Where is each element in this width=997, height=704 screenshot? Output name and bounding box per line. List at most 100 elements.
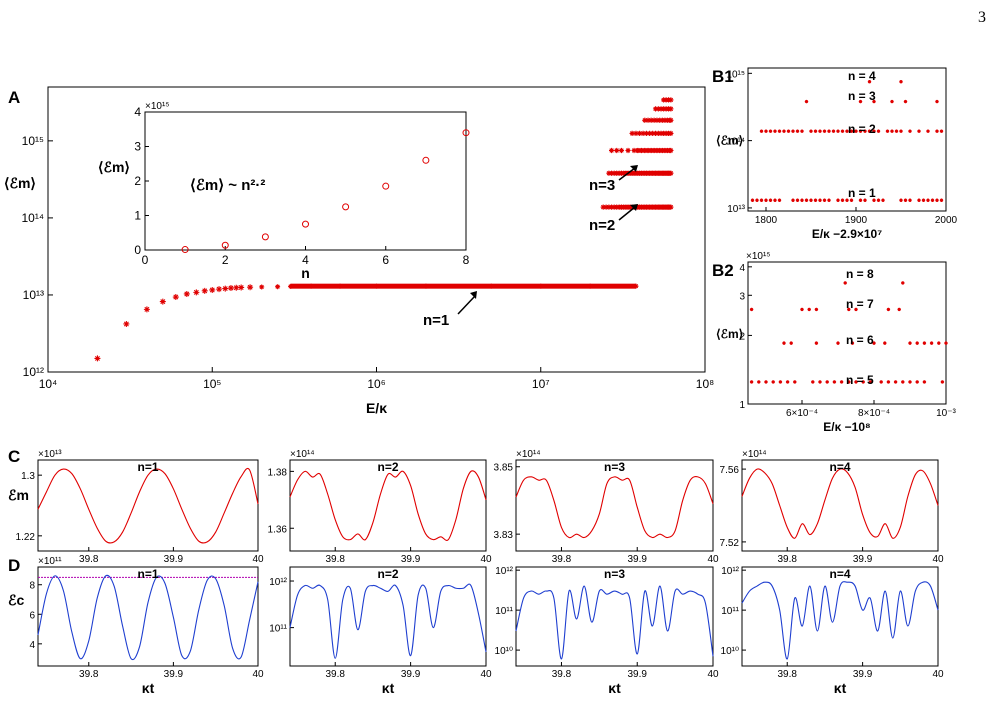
y-tick-label-c2: 1.36 xyxy=(268,524,288,535)
data-point-b1 xyxy=(849,198,854,202)
data-band-n1 xyxy=(290,283,636,289)
trace-d3 xyxy=(515,585,714,660)
y-tick-label-a: 10¹⁵ xyxy=(22,134,44,148)
data-point-b1 xyxy=(804,198,809,202)
panel-title-d4: n=4 xyxy=(829,567,850,581)
y-tick-label-c3: 3.85 xyxy=(494,463,514,474)
data-point-b1 xyxy=(764,198,768,202)
y-tick-label-d2: 10¹¹ xyxy=(269,624,287,635)
panel-title-d1: n=1 xyxy=(137,567,158,581)
data-point-b1 xyxy=(890,129,894,133)
x-tick-label-b2: 10⁻³ xyxy=(936,408,956,419)
data-point-b1 xyxy=(858,129,863,133)
panel-title-c1: n=1 xyxy=(137,460,158,474)
x-tick-label-inset: 2 xyxy=(222,253,229,267)
data-point-b1 xyxy=(777,129,782,133)
panel-c-label: C xyxy=(8,447,20,466)
data-point-b1 xyxy=(858,198,863,202)
data-point-b1 xyxy=(759,198,764,202)
data-point-b2 xyxy=(814,341,819,345)
y-tick-label-d1: 4 xyxy=(29,640,35,651)
data-point-b2 xyxy=(757,380,761,384)
data-point-b2 xyxy=(901,281,905,285)
data-point-inset xyxy=(302,220,309,228)
annotation-n2: n=2 xyxy=(589,217,615,234)
x-tick-label-inset: 0 xyxy=(142,253,149,267)
data-point-b1 xyxy=(773,129,777,133)
y-axis-label-inset: ⟨ℰm⟩ xyxy=(98,159,130,175)
data-point-a xyxy=(668,106,674,112)
data-point-a xyxy=(655,106,661,112)
y-axis-label-b2: ⟨ℰm⟩ xyxy=(716,327,743,341)
data-point-b2 xyxy=(818,380,822,384)
panel-b1-label: B1 xyxy=(712,67,734,86)
data-point-b2 xyxy=(749,307,754,312)
panel-d2-frame xyxy=(289,566,487,667)
data-point-a xyxy=(668,130,674,136)
data-point-b2 xyxy=(897,307,901,312)
data-point-inset xyxy=(462,129,470,137)
panel-d4-frame xyxy=(741,566,939,667)
data-point-b1 xyxy=(935,198,939,202)
x-tick-label-a: 10⁶ xyxy=(367,377,385,391)
panel-c2-frame xyxy=(289,459,487,552)
data-point-a xyxy=(650,130,656,136)
arrowhead-n3 xyxy=(630,165,638,172)
arrowhead-n2 xyxy=(630,204,638,211)
data-point-b1 xyxy=(899,80,903,84)
y-tick-label-d1: 8 xyxy=(29,581,35,592)
data-point-b2 xyxy=(854,307,858,312)
data-point-b2 xyxy=(785,380,790,384)
data-point-b1 xyxy=(867,80,872,84)
x-tick-label-b1: 1900 xyxy=(845,215,868,226)
data-point-a xyxy=(637,130,643,136)
data-point-b1 xyxy=(755,198,759,202)
y-tick-label-b1: 10¹⁵ xyxy=(726,69,745,80)
trace-c1 xyxy=(37,467,259,544)
data-point-b1 xyxy=(872,99,876,104)
data-point-b1 xyxy=(899,129,903,133)
x-tick-label-inset: 4 xyxy=(302,253,309,267)
data-point-b2 xyxy=(922,380,927,384)
y-tick-label-inset: 0 xyxy=(134,243,141,257)
arrow-n1 xyxy=(457,295,476,315)
data-point-a xyxy=(259,284,265,290)
data-point-b2 xyxy=(749,380,754,384)
data-point-b2 xyxy=(807,307,811,312)
y-tick-label-c4: 7.52 xyxy=(720,538,740,549)
data-point-a xyxy=(288,283,294,289)
data-point-a xyxy=(183,290,190,297)
x-tick-label-b2: 8×10⁻⁴ xyxy=(858,408,890,419)
y-tick-label-b2: 4 xyxy=(739,263,745,274)
page-number: 3 xyxy=(978,9,986,26)
x-tick-label-c1: 39.9 xyxy=(164,554,184,565)
data-point-b2 xyxy=(886,307,891,312)
y-tick-label-inset: 4 xyxy=(134,105,141,119)
level-label-b2: n = 6 xyxy=(846,333,874,347)
data-point-b1 xyxy=(809,129,813,133)
data-point-b1 xyxy=(935,129,939,133)
data-point-a xyxy=(648,117,654,123)
x-tick-label-d4: 39.9 xyxy=(853,669,873,680)
data-point-a xyxy=(159,298,166,305)
data-point-inset xyxy=(342,203,350,211)
data-point-b2 xyxy=(782,341,786,345)
data-point-b1 xyxy=(800,198,804,202)
data-point-a xyxy=(647,130,653,136)
data-point-b1 xyxy=(791,129,795,133)
data-point-b1 xyxy=(795,129,800,133)
data-point-b1 xyxy=(827,129,831,133)
data-point-b1 xyxy=(831,129,836,133)
data-point-b2 xyxy=(814,307,819,312)
y-tick-label-d3: 10¹⁰ xyxy=(495,646,513,657)
x-tick-label-c3: 39.8 xyxy=(552,554,572,565)
data-point-inset xyxy=(422,156,430,164)
x-tick-label-d3: 39.8 xyxy=(552,669,572,680)
x-tick-label-b1: 1800 xyxy=(755,215,778,226)
x-tick-label-c3: 39.9 xyxy=(627,554,647,565)
x-axis-label-d4: κt xyxy=(834,680,847,696)
panel-b2-label: B2 xyxy=(712,261,734,280)
data-point-b1 xyxy=(890,99,894,104)
x-tick-label-d2: 40 xyxy=(480,669,492,680)
data-point-b2 xyxy=(883,341,887,345)
